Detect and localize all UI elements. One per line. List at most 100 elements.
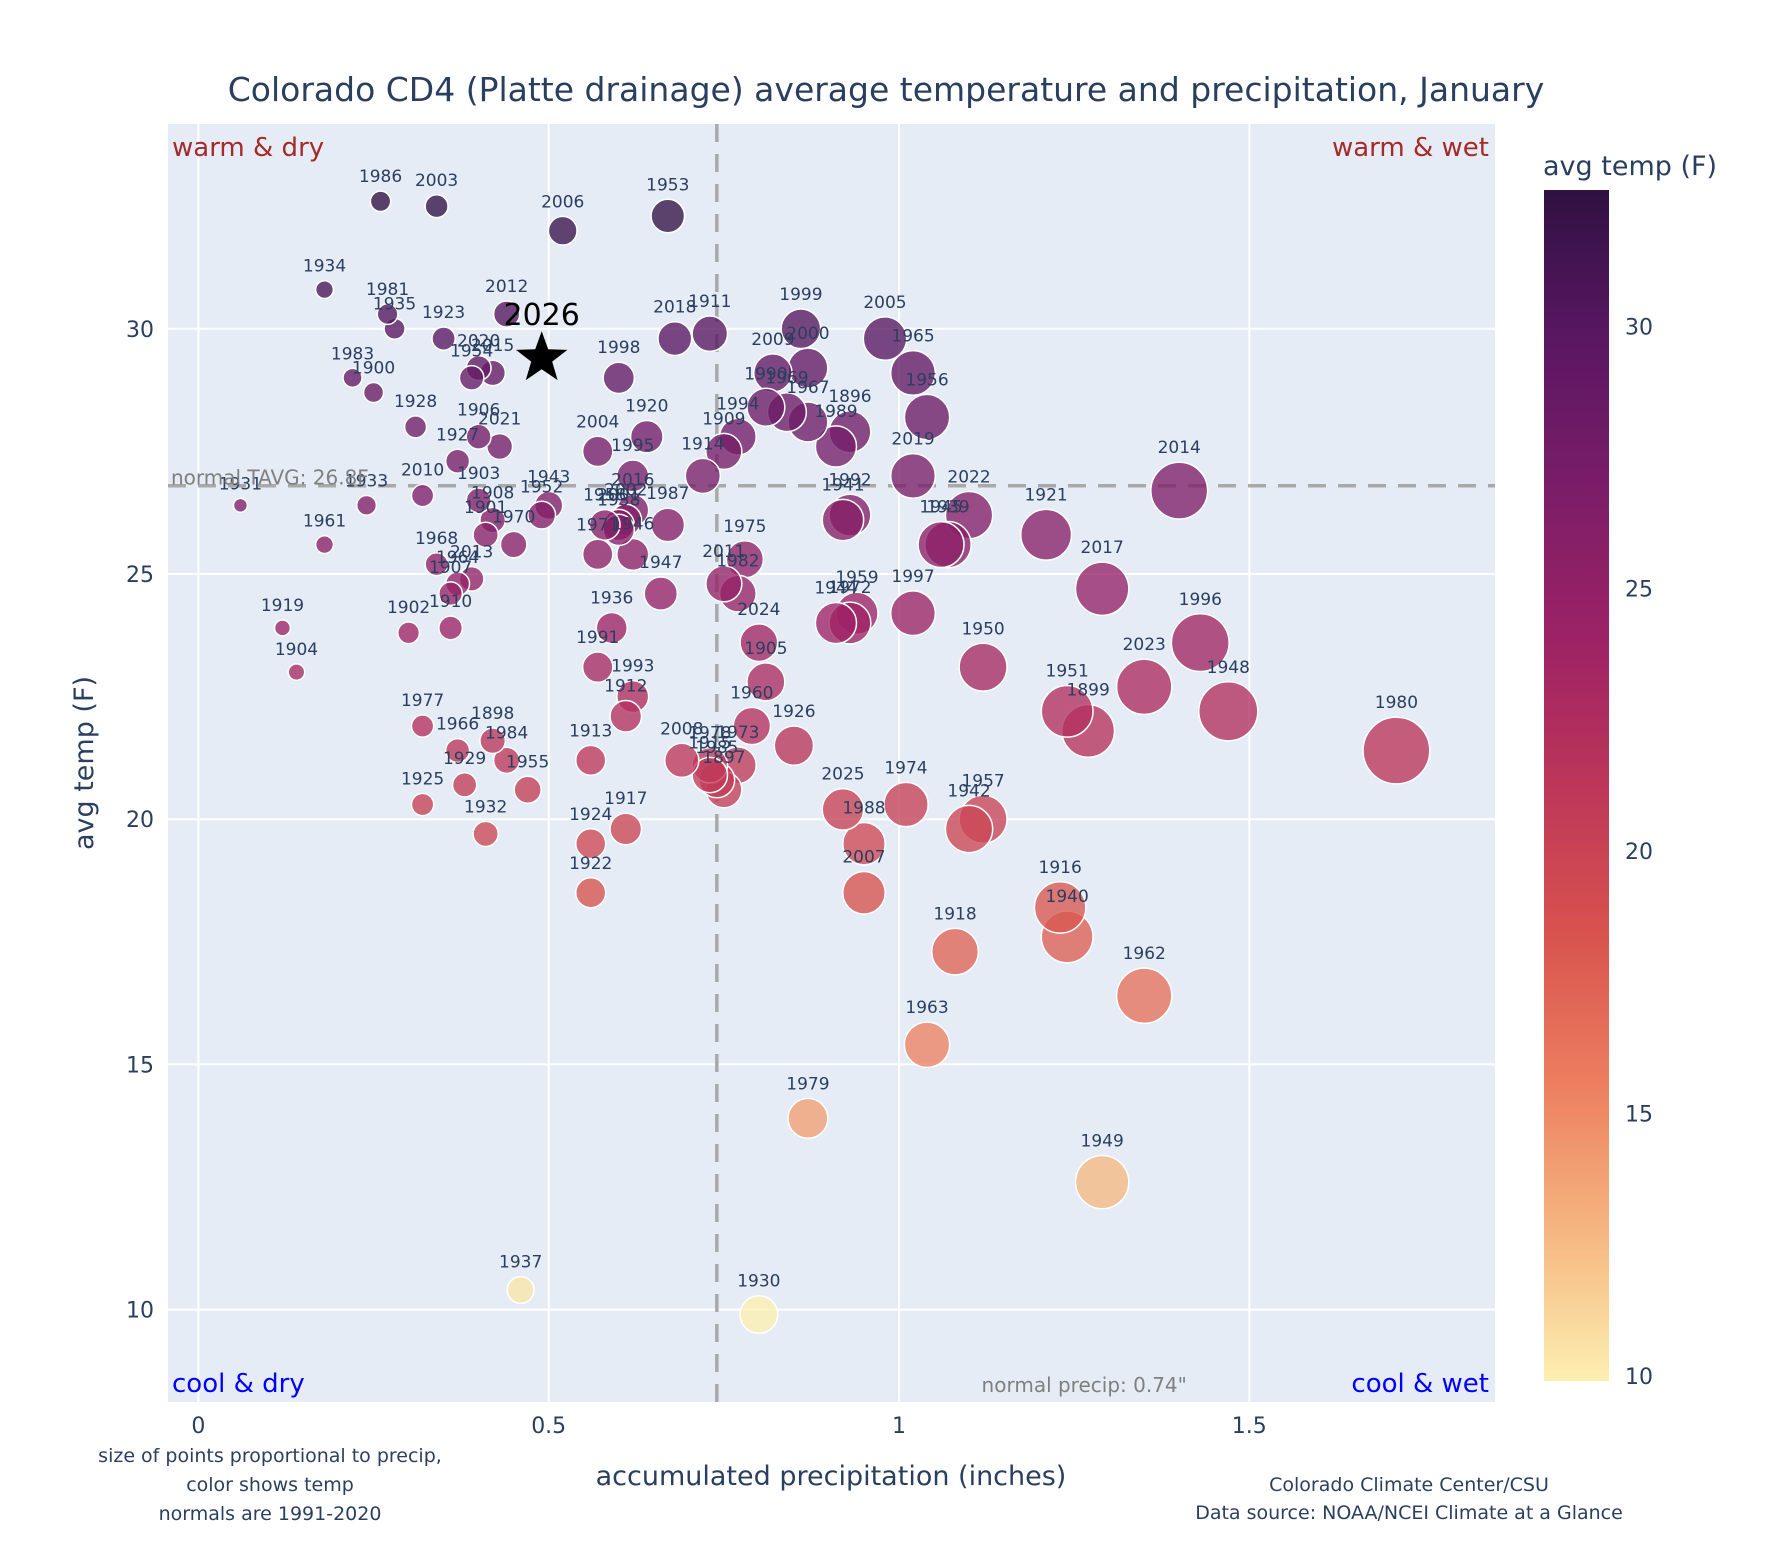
data-point-2005[interactable]: [862, 316, 908, 362]
data-point-2006[interactable]: [547, 215, 578, 246]
data-point-1974[interactable]: [883, 781, 929, 828]
data-point-1948[interactable]: [1198, 681, 1259, 742]
data-point-1954[interactable]: [458, 364, 485, 391]
data-point-1915[interactable]: [691, 756, 729, 794]
data-point-2019[interactable]: [889, 452, 937, 499]
data-point-1998[interactable]: [602, 361, 636, 395]
data-point-1968[interactable]: [424, 552, 449, 577]
data-point-1925[interactable]: [410, 792, 435, 817]
data-point-1927[interactable]: [444, 448, 471, 474]
data-point-2004[interactable]: [581, 435, 614, 468]
data-point-1906[interactable]: [465, 423, 492, 450]
data-point-1900[interactable]: [362, 381, 385, 404]
data-point-1934[interactable]: [314, 279, 335, 300]
data-point-1928[interactable]: [403, 415, 428, 439]
data-point-1910[interactable]: [438, 615, 464, 641]
data-point-1989[interactable]: [814, 425, 858, 468]
data-point-1963[interactable]: [903, 1021, 951, 1069]
data-point-1923[interactable]: [431, 326, 456, 351]
data-point-1960[interactable]: [732, 706, 772, 746]
data-point-1929[interactable]: [451, 772, 478, 798]
data-point-1918[interactable]: [931, 927, 980, 976]
data-point-1999[interactable]: [780, 308, 822, 350]
data-point-1919[interactable]: [273, 619, 292, 637]
data-point-1984[interactable]: [492, 746, 521, 775]
data-point-1922[interactable]: [575, 877, 607, 909]
data-point-1965[interactable]: [889, 349, 937, 397]
data-point-1901[interactable]: [472, 521, 499, 549]
data-point-2007[interactable]: [842, 870, 886, 915]
data-point-1977[interactable]: [410, 714, 435, 738]
data-point-1986[interactable]: [369, 190, 392, 213]
data-point-1946[interactable]: [616, 537, 650, 572]
data-point-1926[interactable]: [773, 725, 815, 766]
data-point-2025[interactable]: [821, 787, 865, 831]
data-point-1980[interactable]: [1362, 716, 1431, 785]
data-point-1917[interactable]: [609, 812, 643, 846]
data-point-1962[interactable]: [1115, 967, 1173, 1025]
data-point-1988[interactable]: [842, 821, 886, 866]
data-point-1902[interactable]: [397, 621, 421, 645]
data-point-1970[interactable]: [499, 530, 528, 559]
data-point-1941[interactable]: [821, 498, 865, 542]
data-point-1971[interactable]: [581, 538, 614, 571]
data-point-1930[interactable]: [739, 1294, 779, 1335]
data-point-1995[interactable]: [616, 459, 650, 493]
point-label: 1999: [779, 285, 822, 305]
data-point-1920[interactable]: [629, 419, 664, 454]
data-point-1996[interactable]: [1170, 613, 1230, 673]
highlight-star-marker[interactable]: [516, 331, 568, 381]
data-point-2014[interactable]: [1150, 461, 1209, 520]
data-point-1904[interactable]: [287, 663, 306, 682]
data-point-1931[interactable]: [232, 497, 249, 514]
data-point-1949[interactable]: [1074, 1154, 1130, 1210]
data-point-1937[interactable]: [506, 1275, 535, 1305]
point-label: 1927: [436, 425, 479, 445]
data-point-1987[interactable]: [650, 507, 686, 543]
data-point-1921[interactable]: [1020, 508, 1073, 561]
data-point-1916[interactable]: [1033, 881, 1087, 934]
data-point-1903[interactable]: [465, 487, 492, 514]
data-point-1956[interactable]: [903, 393, 951, 441]
data-point-1913[interactable]: [575, 744, 607, 777]
data-point-2011[interactable]: [705, 565, 743, 603]
data-point-1955[interactable]: [513, 775, 542, 805]
data-point-2010[interactable]: [410, 483, 435, 508]
data-point-2003[interactable]: [424, 194, 449, 219]
data-point-2023[interactable]: [1115, 658, 1173, 716]
data-point-1924[interactable]: [575, 828, 607, 860]
data-point-1966[interactable]: [444, 737, 471, 764]
data-point-2024[interactable]: [739, 623, 779, 663]
data-point-1983[interactable]: [342, 367, 363, 389]
data-point-2017[interactable]: [1074, 561, 1130, 617]
data-point-2008[interactable]: [664, 742, 700, 779]
point-label: 1933: [345, 472, 388, 492]
data-point-1953[interactable]: [650, 198, 686, 234]
data-point-1907[interactable]: [438, 581, 464, 607]
data-point-1905[interactable]: [746, 662, 786, 702]
data-point-1932[interactable]: [472, 820, 499, 848]
data-point-1911[interactable]: [691, 315, 729, 353]
data-point-1942[interactable]: [944, 804, 994, 854]
data-point-1933[interactable]: [355, 494, 378, 516]
data-point-1951[interactable]: [1040, 684, 1094, 738]
data-point-1936[interactable]: [595, 611, 628, 645]
data-point-1997[interactable]: [889, 590, 937, 637]
data-point-1912[interactable]: [609, 699, 643, 733]
data-point-1944[interactable]: [814, 601, 858, 645]
data-point-1979[interactable]: [787, 1097, 829, 1140]
data-point-1947[interactable]: [643, 576, 679, 611]
data-point-1950[interactable]: [958, 642, 1008, 692]
data-point-1909[interactable]: [705, 432, 743, 471]
data-point-2012[interactable]: [492, 300, 521, 328]
data-point-1945[interactable]: [917, 520, 965, 569]
data-point-1991[interactable]: [581, 651, 614, 684]
data-point-1961[interactable]: [314, 534, 335, 555]
data-point-1898[interactable]: [479, 727, 507, 755]
data-point-2018[interactable]: [657, 320, 693, 357]
data-point-1981[interactable]: [376, 303, 399, 326]
data-point-1914[interactable]: [684, 457, 722, 495]
data-point-1952[interactable]: [527, 500, 557, 530]
data-point-1990[interactable]: [746, 387, 786, 427]
colorbar-tick-label: 15: [1625, 1102, 1653, 1127]
